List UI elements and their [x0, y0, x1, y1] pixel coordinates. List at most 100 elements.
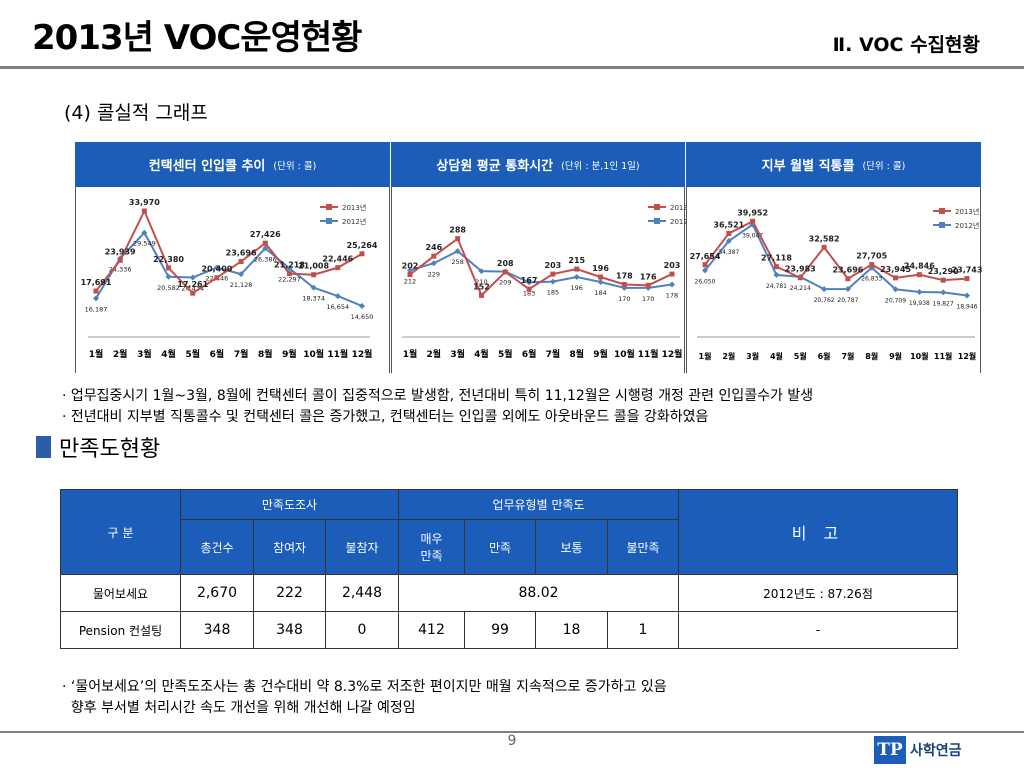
chart-panel-inbound: 1월 2월 3월 4월 5월 6월 7월 8월 9월 10월 11월 12월 2013년 2012년 16,… — [75, 187, 390, 373]
x-tick-label: 7월 — [841, 351, 854, 361]
x-tick-label: 3월 — [450, 348, 465, 360]
series-line — [704, 223, 968, 297]
panel-title: 상담원 평균 통화시간 — [436, 159, 554, 174]
data-point — [940, 289, 947, 296]
data-point — [141, 208, 147, 214]
legend-label: 2012년 — [342, 217, 366, 226]
legend-marker — [326, 204, 332, 210]
data-label: 39,952 — [737, 208, 768, 217]
cell-dissatisfied: 1 — [606, 611, 680, 649]
cell-very-satisfied: 412 — [398, 611, 465, 649]
satisfaction-heading: 만족도현황 — [36, 431, 160, 463]
data-point — [190, 290, 196, 296]
data-label: 183 — [523, 289, 535, 297]
panel-header-inbound: 컨택센터 인입콜 추이 (단위 : 콜) — [75, 142, 390, 187]
data-point — [844, 286, 851, 293]
data-label: 176 — [640, 272, 657, 281]
data-point — [549, 278, 556, 285]
data-point — [621, 282, 627, 287]
data-label: 18,374 — [302, 295, 325, 303]
data-label: 202 — [402, 262, 419, 271]
data-label: 178 — [666, 292, 678, 300]
title-divider — [0, 66, 1024, 69]
x-tick-label: 12월 — [352, 348, 373, 360]
data-label: 27,654 — [690, 252, 721, 261]
data-label: 21,218 — [274, 261, 305, 270]
data-point — [478, 268, 485, 275]
x-tick-label: 6월 — [210, 348, 225, 360]
cell-remarks: 2012년도 : 87.26점 — [678, 574, 959, 612]
data-label: 23,290 — [928, 267, 959, 276]
data-label: 208 — [497, 259, 514, 268]
data-label: 20,582 — [157, 284, 180, 292]
x-tick-label: 11월 — [934, 351, 953, 361]
data-point — [821, 244, 827, 250]
data-label: 184 — [594, 289, 606, 297]
data-point — [725, 237, 732, 244]
data-label: 22,297 — [278, 275, 301, 283]
data-point — [117, 257, 123, 263]
data-point — [702, 267, 708, 274]
header-satisfied: 만족 — [464, 519, 536, 575]
data-point — [597, 279, 604, 285]
legend-label: 2013년 — [955, 207, 979, 216]
data-label: 26,386 — [254, 255, 277, 263]
x-tick-label: 10월 — [910, 351, 929, 361]
data-label: 25,264 — [347, 241, 378, 250]
x-tick-label: 8월 — [865, 351, 878, 361]
panel-title: 컨택센터 인입콜 추이 — [148, 159, 266, 174]
data-label: 288 — [449, 226, 466, 235]
data-label: 246 — [425, 243, 442, 252]
row-label: 물어보세요 — [60, 574, 181, 612]
data-label: 229 — [428, 270, 440, 278]
data-label: 23,743 — [952, 266, 982, 275]
data-label: 14,650 — [351, 313, 374, 321]
data-label: 23,696 — [832, 266, 863, 275]
x-tick-label: 6월 — [818, 351, 831, 361]
panel-header-direct: 지부 월별 직통콜 (단위 : 콜) — [686, 142, 981, 187]
data-point — [431, 253, 437, 259]
data-label: 170 — [642, 295, 654, 303]
data-label: 203 — [664, 261, 681, 270]
data-label: 32,582 — [809, 234, 840, 243]
data-label: 167 — [521, 276, 538, 285]
table-row: Pension 컨설팅 348 348 0 412 99 18 1 - — [60, 611, 959, 649]
data-label: 27,705 — [856, 252, 887, 261]
satisfaction-heading-label: 만족도현황 — [59, 437, 161, 462]
data-point — [574, 266, 580, 272]
cell-total: 348 — [180, 611, 254, 649]
x-tick-label: 6월 — [522, 348, 537, 360]
x-tick-label: 7월 — [234, 348, 249, 360]
data-label: 23,983 — [785, 265, 816, 274]
x-tick-label: 2월 — [722, 351, 735, 361]
data-point — [359, 251, 365, 257]
x-tick-label: 7월 — [546, 348, 561, 360]
x-tick-label: 10월 — [303, 348, 324, 360]
data-point — [407, 267, 413, 274]
data-label: 258 — [451, 258, 463, 266]
data-label: 22,446 — [322, 255, 353, 264]
x-tick-label: 10월 — [614, 348, 635, 360]
data-label: 21,128 — [230, 281, 253, 289]
legend-label: 2012년 — [955, 221, 979, 230]
data-point — [773, 271, 780, 278]
data-point — [821, 286, 828, 293]
x-tick-label: 11월 — [327, 348, 348, 360]
x-tick-label: 12월 — [662, 348, 683, 360]
panel-header-talktime: 상담원 평균 통화시간 (단위 : 분,1인 1일) — [391, 142, 685, 187]
data-point — [213, 264, 220, 271]
data-label: 20,787 — [837, 297, 858, 304]
cell-normal: 18 — [535, 611, 608, 649]
panel-unit: (단위 : 콜) — [273, 160, 317, 172]
logo-text: 사학연금 — [910, 743, 962, 759]
data-point — [916, 272, 922, 278]
data-point — [286, 271, 292, 277]
header-category: 구 분 — [60, 489, 181, 575]
data-label: 212 — [404, 277, 416, 285]
x-tick-label: 9월 — [889, 351, 902, 361]
page-title: 2013년 VOC운영현황 — [32, 18, 362, 58]
cell-nonparticipants: 2,448 — [325, 574, 399, 612]
data-point — [262, 245, 269, 252]
data-point — [892, 286, 899, 293]
